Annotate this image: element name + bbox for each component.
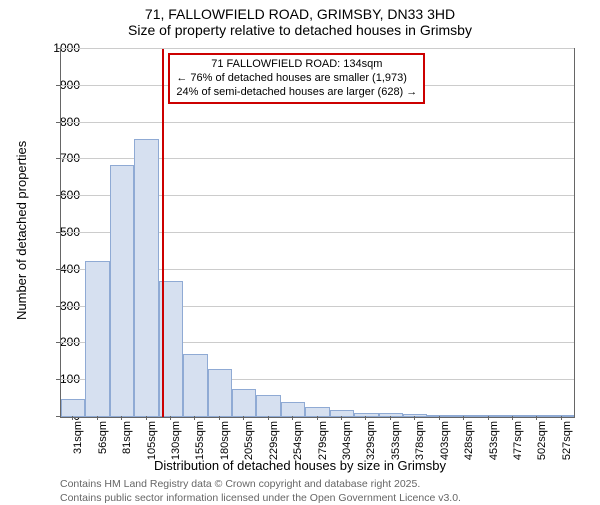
chart-container: 71, FALLOWFIELD ROAD, GRIMSBY, DN33 3HD … (0, 0, 600, 500)
annotation-line1: 71 FALLOWFIELD ROAD: 134sqm (176, 58, 417, 72)
x-tick-label: 502sqm (536, 421, 548, 461)
histogram-bar (134, 139, 158, 417)
x-tick-label: 378sqm (414, 421, 426, 461)
x-tick-mark (390, 416, 391, 420)
x-tick-mark (243, 416, 244, 420)
x-tick-label: 180sqm (219, 421, 231, 461)
reference-line (162, 49, 164, 417)
x-tick-label: 205sqm (243, 421, 255, 461)
x-tick-label: 527sqm (561, 421, 573, 461)
chart-title-line1: 71, FALLOWFIELD ROAD, GRIMSBY, DN33 3HD (0, 6, 600, 22)
histogram-bar (61, 399, 85, 417)
x-tick-mark (121, 416, 122, 420)
plot-area: 71 FALLOWFIELD ROAD: 134sqm← 76% of deta… (60, 48, 575, 418)
x-tick-label: 353sqm (390, 421, 402, 461)
x-tick-mark (512, 416, 513, 420)
x-tick-mark (561, 416, 562, 420)
x-tick-mark (219, 416, 220, 420)
x-tick-mark (365, 416, 366, 420)
x-tick-label: 453sqm (488, 421, 500, 461)
footer-line2: Contains public sector information licen… (60, 492, 461, 505)
x-tick-mark (146, 416, 147, 420)
histogram-bar (85, 261, 109, 417)
footer-line1: Contains HM Land Registry data © Crown c… (60, 478, 461, 492)
x-tick-mark (72, 416, 73, 420)
histogram-bar (256, 395, 280, 417)
histogram-bar (525, 415, 549, 417)
annotation-line3: 24% of semi-detached houses are larger (… (176, 86, 417, 100)
histogram-bar (110, 165, 134, 417)
x-tick-mark (97, 416, 98, 420)
annotation-line2: ← 76% of detached houses are smaller (1,… (176, 72, 417, 86)
x-tick-label: 130sqm (170, 421, 182, 461)
x-tick-mark (170, 416, 171, 420)
x-tick-label: 229sqm (268, 421, 280, 461)
histogram-bar (208, 369, 232, 417)
x-tick-mark (463, 416, 464, 420)
annotation-box: 71 FALLOWFIELD ROAD: 134sqm← 76% of deta… (168, 53, 425, 104)
x-tick-label: 155sqm (194, 421, 206, 461)
footer-attribution: Contains HM Land Registry data © Crown c… (60, 478, 461, 505)
x-tick-mark (536, 416, 537, 420)
x-tick-mark (414, 416, 415, 420)
x-tick-mark (439, 416, 440, 420)
x-tick-mark (292, 416, 293, 420)
x-tick-mark (194, 416, 195, 420)
x-tick-label: 279sqm (317, 421, 329, 461)
x-tick-label: 304sqm (341, 421, 353, 461)
histogram-bar (281, 402, 305, 417)
x-tick-label: 81sqm (121, 421, 133, 461)
x-tick-label: 329sqm (365, 421, 377, 461)
gridline (61, 48, 574, 49)
x-tick-label: 477sqm (512, 421, 524, 461)
gridline (61, 122, 574, 123)
x-tick-label: 56sqm (97, 421, 109, 461)
histogram-bar (354, 413, 378, 417)
x-tick-mark (268, 416, 269, 420)
x-tick-label: 31sqm (72, 421, 84, 461)
x-tick-label: 428sqm (463, 421, 475, 461)
x-tick-mark (488, 416, 489, 420)
x-tick-mark (341, 416, 342, 420)
x-tick-label: 254sqm (292, 421, 304, 461)
y-axis-label: Number of detached properties (14, 141, 29, 320)
x-tick-mark (317, 416, 318, 420)
histogram-bar (183, 354, 207, 417)
chart-title-line2: Size of property relative to detached ho… (0, 22, 600, 38)
histogram-bar (232, 389, 256, 417)
x-tick-label: 403sqm (439, 421, 451, 461)
histogram-bar (403, 414, 427, 417)
chart-title-block: 71, FALLOWFIELD ROAD, GRIMSBY, DN33 3HD … (0, 0, 600, 38)
x-axis-label: Distribution of detached houses by size … (0, 458, 600, 473)
x-tick-label: 105sqm (146, 421, 158, 461)
